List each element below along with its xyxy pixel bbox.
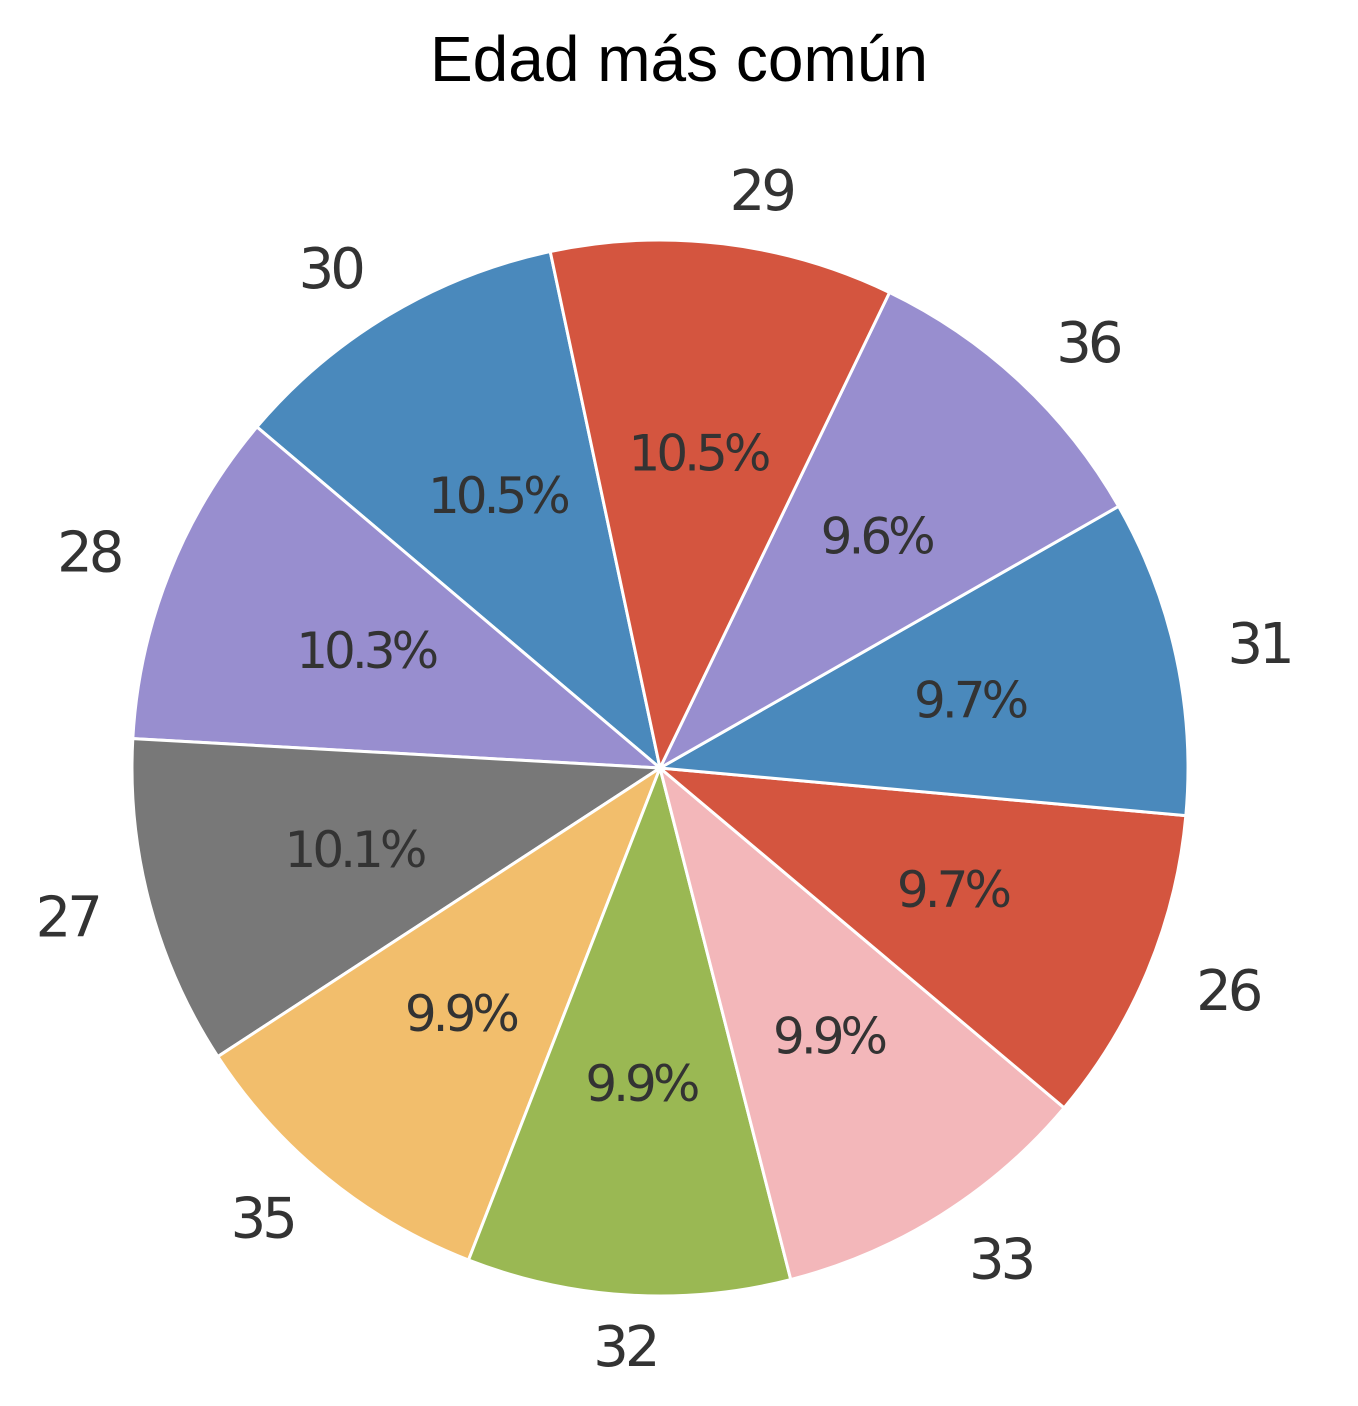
pie-slice-33 — [657, 763, 1067, 1282]
category-label-36: 36 — [1056, 311, 1121, 376]
category-label-30: 30 — [299, 237, 363, 302]
percent-label-28: 10.3% — [296, 622, 436, 680]
pie-slices — [130, 238, 1190, 1298]
pie-slice-28 — [131, 424, 665, 770]
pie-slice-29 — [548, 238, 892, 773]
pie-percent-labels: 10.5% 10.3% 10.1% 9.9% 9.9% 9.9% 9.7% 9.7% 9.6% 1… — [285, 424, 1031, 1113]
percent-label-35: 9.9% — [405, 985, 518, 1043]
pie-slice-35 — [215, 764, 664, 1262]
chart-title: Edad más común — [429, 23, 929, 95]
pie-slice-36 — [656, 290, 1121, 772]
percent-label-36: 9.6% — [821, 507, 934, 565]
category-label-33: 33 — [969, 1227, 1033, 1292]
pie-category-labels: 30 28 27 35 32 33 26 31 36 29 — [36, 159, 1295, 1380]
percent-label-30: 10.5% — [428, 467, 568, 525]
percent-label-26: 9.7% — [897, 861, 1010, 919]
category-label-32: 32 — [593, 1315, 656, 1380]
category-label-31: 31 — [1228, 612, 1291, 677]
percent-label-31: 9.7% — [914, 672, 1027, 730]
category-label-28: 28 — [57, 521, 121, 586]
pie-slice-27 — [130, 736, 665, 1059]
category-label-26: 26 — [1196, 959, 1261, 1024]
percent-label-33: 9.9% — [773, 1007, 886, 1065]
pie-slice-30 — [254, 249, 663, 772]
pie-slice-32 — [466, 763, 793, 1298]
category-label-27: 27 — [36, 885, 99, 950]
percent-label-27: 10.1% — [285, 821, 425, 879]
percent-label-32: 9.9% — [585, 1055, 698, 1113]
category-label-29: 29 — [730, 159, 794, 224]
pie-slice-26 — [655, 766, 1188, 1110]
category-label-35: 35 — [231, 1186, 294, 1251]
percent-label-29: 10.5% — [629, 424, 769, 482]
pie-slice-31 — [655, 504, 1190, 818]
